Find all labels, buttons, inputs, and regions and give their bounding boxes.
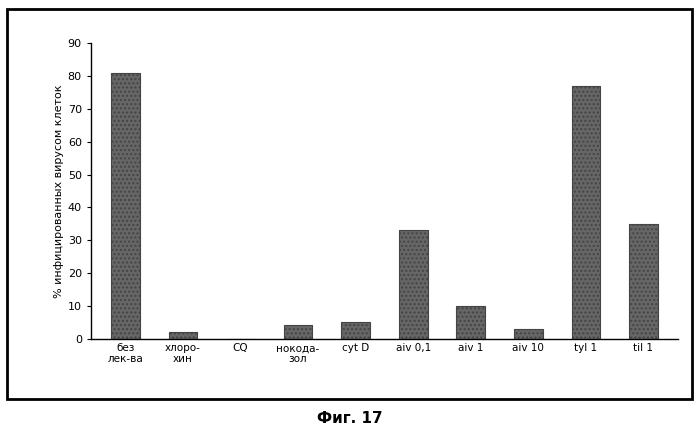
Bar xyxy=(456,306,485,339)
Bar xyxy=(168,332,197,339)
Text: Фиг. 17: Фиг. 17 xyxy=(317,411,382,426)
Bar xyxy=(284,326,312,339)
Bar xyxy=(341,322,370,339)
Y-axis label: % инфицированных вирусом клеток: % инфицированных вирусом клеток xyxy=(54,84,64,298)
Bar xyxy=(572,86,600,339)
Bar xyxy=(629,224,658,339)
Bar xyxy=(111,73,140,339)
Bar xyxy=(399,230,428,339)
Bar xyxy=(514,329,542,339)
